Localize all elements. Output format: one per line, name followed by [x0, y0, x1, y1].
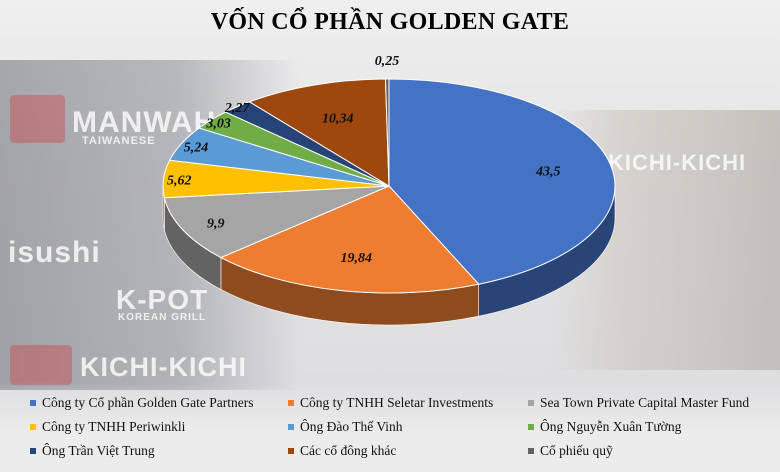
- data-label: 2,27: [224, 101, 251, 116]
- legend-label: Ông Trần Việt Trung: [42, 443, 155, 458]
- data-label: 19,84: [340, 251, 372, 266]
- bg-sign: KICHI-KICHI: [80, 352, 247, 382]
- legend-swatch: [288, 424, 294, 430]
- legend-item: Cổ phiếu quỹ: [528, 441, 770, 461]
- legend-label: Công ty TNHH Periwinkli: [42, 419, 186, 434]
- data-label: 10,34: [322, 111, 354, 126]
- legend-item: Công ty TNHH Periwinkli: [30, 417, 288, 437]
- legend-item: Ông Trần Việt Trung: [30, 441, 288, 461]
- legend-item: Ông Nguyễn Xuân Tường: [528, 417, 770, 437]
- data-label: 5,62: [167, 173, 192, 188]
- legend-label: Ông Nguyễn Xuân Tường: [540, 419, 682, 434]
- bg-sign: KOREAN GRILL: [118, 312, 207, 323]
- legend-label: Sea Town Private Capital Master Fund: [540, 395, 750, 410]
- legend-label: Công ty Cổ phần Golden Gate Partners: [42, 395, 254, 410]
- legend-label: Công ty TNHH Seletar Investments: [300, 395, 494, 410]
- legend-item: Sea Town Private Capital Master Fund: [528, 393, 770, 413]
- bg-sign: KICHI-KICHI: [608, 150, 747, 175]
- pie-slice: [388, 78, 616, 285]
- legend-item: Công ty Cổ phần Golden Gate Partners: [30, 393, 288, 413]
- bg-sign: K-POT: [116, 284, 209, 315]
- pie-chart: 43,5 19,84 9,9 5,62 5,24 3,032,27 10,34 0,25: [162, 54, 616, 326]
- bg-sign: isushi: [8, 236, 101, 269]
- legend-swatch: [288, 448, 294, 454]
- legend-label: Cổ phiếu quỹ: [540, 443, 613, 458]
- legend-label: Ông Đào Thế Vinh: [300, 419, 403, 434]
- data-label: 43,5: [535, 164, 561, 179]
- legend-item: Ông Đào Thế Vinh: [288, 417, 528, 437]
- legend-item: Công ty TNHH Seletar Investments: [288, 393, 528, 413]
- legend-item: Các cổ đông khác: [288, 441, 528, 461]
- pie-slice: [219, 185, 480, 294]
- legend-swatch: [288, 400, 294, 406]
- chart-title: VỐN CỔ PHẦN GOLDEN GATE: [210, 9, 570, 35]
- data-label: 5,24: [184, 141, 209, 156]
- pie-slice: [248, 78, 390, 187]
- data-label: 9,9: [207, 217, 225, 232]
- legend-swatch: [528, 424, 534, 430]
- legend-label: Các cổ đông khác: [300, 443, 397, 458]
- legend-swatch: [30, 448, 36, 454]
- chart-legend: Công ty Cổ phần Golden Gate Partners Công…: [30, 393, 770, 461]
- legend-swatch: [30, 400, 36, 406]
- legend-swatch: [528, 448, 534, 454]
- pie-slice: [163, 185, 390, 259]
- pie-slice: [384, 78, 390, 187]
- bg-sign: TAIWANESE: [82, 135, 156, 147]
- legend-swatch: [528, 400, 534, 406]
- legend-swatch: [30, 424, 36, 430]
- data-label: 0,25: [375, 54, 400, 69]
- data-label: 3,03: [205, 116, 231, 131]
